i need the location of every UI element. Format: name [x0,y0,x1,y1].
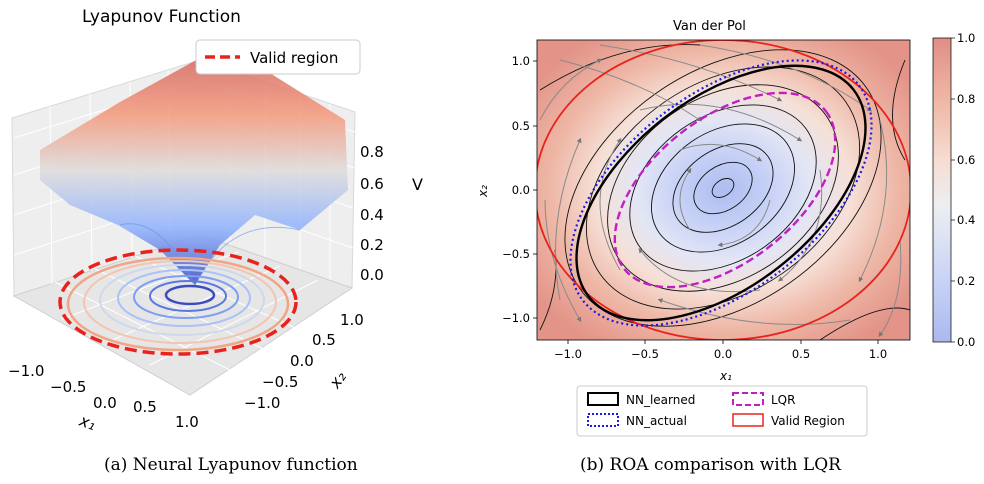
caption-a: (a) Neural Lyapunov function [104,455,358,475]
svg-text:0.8: 0.8 [360,143,384,161]
x-axis-label: x₁ [719,369,732,383]
svg-text:0.2: 0.2 [360,236,384,254]
caption-b: (b) ROA comparison with LQR [580,455,842,475]
floor-contours [66,256,290,352]
svg-text:1.0: 1.0 [869,347,887,361]
nn-learned-curve [575,64,867,322]
colorbar: 1.0 0.8 0.6 0.4 0.2 0.0 [932,31,975,349]
legend-swatch-valid-region [732,413,764,427]
svg-text:0.4: 0.4 [360,206,384,224]
svg-text:0.0: 0.0 [714,347,732,361]
valid-region-ellipse [58,248,298,356]
svg-text:0.0: 0.0 [360,266,384,284]
svg-text:−0.5: −0.5 [631,347,659,361]
van-der-pol-panel: Van der Pol [476,19,975,437]
svg-text:−0.5: −0.5 [502,247,530,261]
svg-text:0.0: 0.0 [93,394,117,412]
floor-pane [12,234,354,396]
legend-swatch-lqr [732,392,764,406]
streamlines [539,44,902,338]
svg-text:0.0: 0.0 [290,352,314,370]
svg-text:1.0: 1.0 [340,311,364,329]
svg-text:0.5: 0.5 [512,119,530,133]
y-axis-label: x₂ [476,185,490,198]
v-axis-ticks: 0.8 0.6 0.4 0.2 0.0 [360,143,384,284]
x-tick-labels: −1.0 −0.5 0.0 0.5 1.0 [554,347,887,361]
legend-nn-actual: NN_actual [626,414,687,428]
svg-text:0.5: 0.5 [133,398,157,416]
x2-axis-ticks: 1.0 0.5 0.0 −0.5 −1.0 [244,311,364,412]
right-chart-title: Van der Pol [673,19,746,34]
svg-text:0.6: 0.6 [360,175,384,193]
svg-text:1.0: 1.0 [512,54,530,68]
lyapunov-3d-panel: Lyapunov Function [8,7,423,434]
svg-text:0.2: 0.2 [957,274,975,288]
svg-text:−1.0: −1.0 [554,347,582,361]
svg-text:0.5: 0.5 [792,347,810,361]
svg-text:0.0: 0.0 [512,183,530,197]
level-contours [539,44,910,340]
lyapunov-surface [40,58,348,285]
svg-text:−0.5: −0.5 [262,373,298,391]
legend-lqr: LQR [771,393,795,407]
svg-text:0.6: 0.6 [957,153,975,167]
legend-swatch-nn-learned [587,392,619,406]
x1-axis-label: x₁ [76,410,98,434]
left-chart-title: Lyapunov Function [82,7,241,27]
svg-text:0.8: 0.8 [957,92,975,106]
colorbar-tick-labels: 1.0 0.8 0.6 0.4 0.2 0.0 [957,31,975,349]
legend-valid-region-label: Valid region [250,49,338,67]
x1-axis-ticks: −1.0 −0.5 0.0 0.5 1.0 [8,362,199,431]
svg-text:1.0: 1.0 [957,31,975,45]
left-legend: Valid region [195,39,361,75]
right-legend: NN_learned LQR NN_actual Valid Region [576,385,868,437]
svg-text:−0.5: −0.5 [50,378,86,396]
v-axis-label: V [412,175,423,194]
x-tick-marks [567,340,879,344]
svg-text:0.0: 0.0 [957,335,975,349]
svg-text:0.4: 0.4 [957,213,975,227]
svg-text:0.5: 0.5 [312,331,336,349]
plot-area [537,40,910,340]
svg-text:−1.0: −1.0 [244,394,280,412]
x2-axis-label: x₂ [325,367,351,392]
legend-valid-region: Valid Region [771,414,845,428]
y-tick-labels: 1.0 0.5 0.0 −0.5 −1.0 [502,54,530,325]
y-tick-marks [533,60,537,319]
legend-swatch-nn-actual [587,413,619,427]
svg-text:−1.0: −1.0 [8,362,44,380]
legend-nn-learned: NN_learned [626,393,695,407]
svg-text:−1.0: −1.0 [502,311,530,325]
svg-text:1.0: 1.0 [175,413,199,431]
lqr-curve [613,91,837,289]
